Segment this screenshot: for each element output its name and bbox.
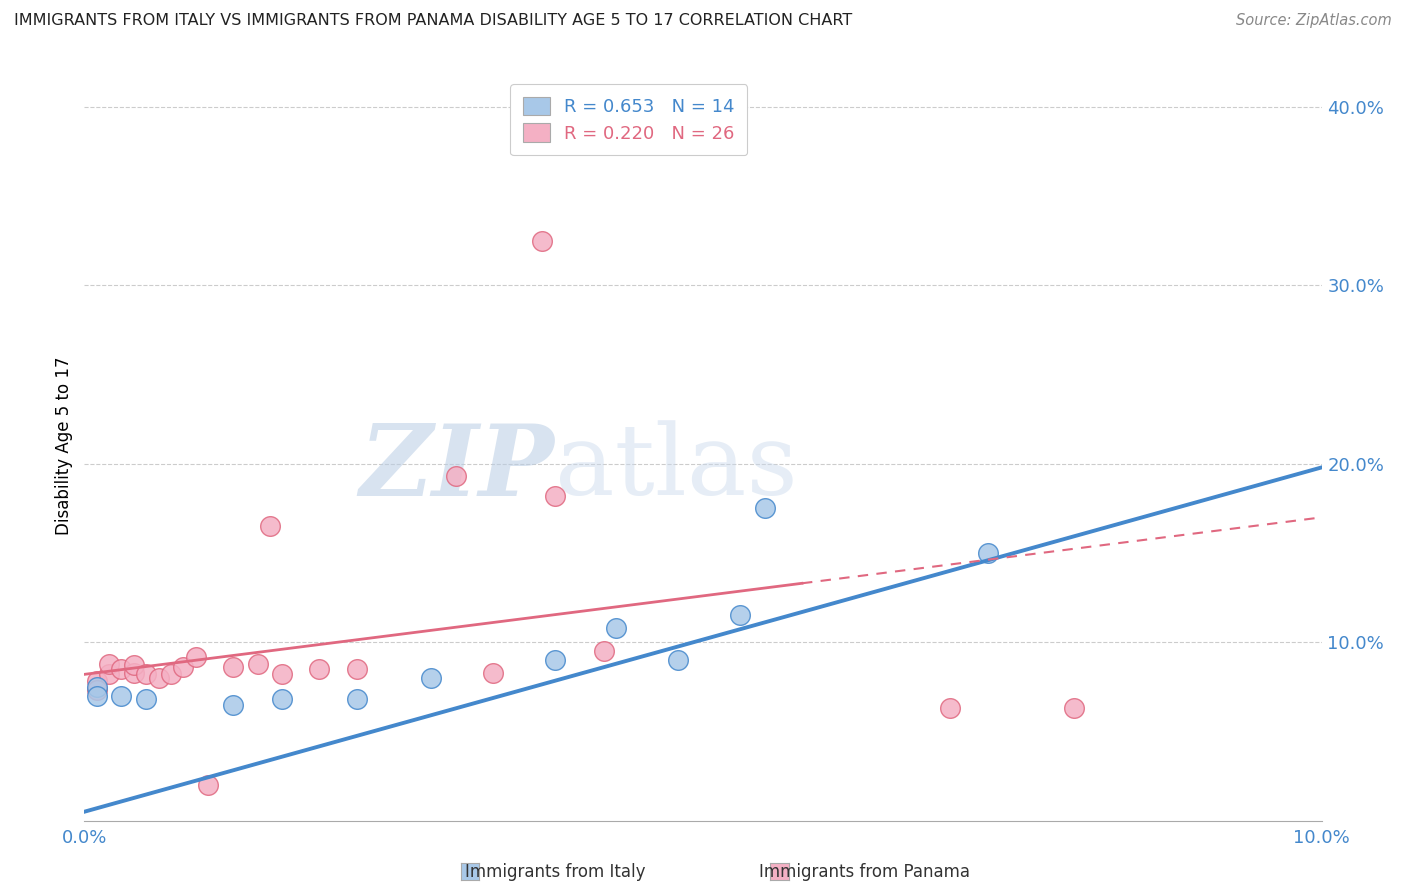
Point xyxy=(605,621,627,635)
Point xyxy=(346,692,368,706)
Point xyxy=(122,665,145,680)
Y-axis label: Disability Age 5 to 17: Disability Age 5 to 17 xyxy=(55,357,73,535)
Point xyxy=(666,653,689,667)
Point xyxy=(148,671,170,685)
Point xyxy=(419,671,441,685)
Text: atlas: atlas xyxy=(554,421,797,516)
Text: ZIP: ZIP xyxy=(360,420,554,516)
Point xyxy=(728,608,751,623)
Text: Source: ZipAtlas.com: Source: ZipAtlas.com xyxy=(1236,13,1392,29)
Legend: R = 0.653   N = 14, R = 0.220   N = 26: R = 0.653 N = 14, R = 0.220 N = 26 xyxy=(510,84,748,155)
Text: Immigrants from Italy: Immigrants from Italy xyxy=(465,863,645,881)
Text: IMMIGRANTS FROM ITALY VS IMMIGRANTS FROM PANAMA DISABILITY AGE 5 TO 17 CORRELATI: IMMIGRANTS FROM ITALY VS IMMIGRANTS FROM… xyxy=(14,13,852,29)
Point xyxy=(346,662,368,676)
Point xyxy=(122,658,145,673)
Point xyxy=(160,667,183,681)
Point xyxy=(86,674,108,689)
Point xyxy=(110,689,132,703)
Text: Immigrants from Panama: Immigrants from Panama xyxy=(759,863,970,881)
Point xyxy=(197,778,219,792)
Point xyxy=(110,662,132,676)
Point xyxy=(444,469,467,483)
Point xyxy=(593,644,616,658)
Point xyxy=(481,665,503,680)
Point xyxy=(754,501,776,516)
Point xyxy=(246,657,269,671)
Point xyxy=(543,489,565,503)
Point xyxy=(135,667,157,681)
Point xyxy=(86,680,108,694)
Point xyxy=(222,698,245,712)
Point xyxy=(939,701,962,715)
Point xyxy=(98,667,121,681)
Point xyxy=(976,546,998,560)
Point xyxy=(271,667,294,681)
Point xyxy=(1063,701,1085,715)
Point xyxy=(135,692,157,706)
Point xyxy=(98,657,121,671)
Point xyxy=(531,234,554,248)
Point xyxy=(308,662,330,676)
Point xyxy=(86,683,108,698)
Point xyxy=(222,660,245,674)
Point xyxy=(271,692,294,706)
Point xyxy=(184,649,207,664)
Point xyxy=(543,653,565,667)
Point xyxy=(259,519,281,533)
Point xyxy=(172,660,194,674)
Point xyxy=(86,689,108,703)
